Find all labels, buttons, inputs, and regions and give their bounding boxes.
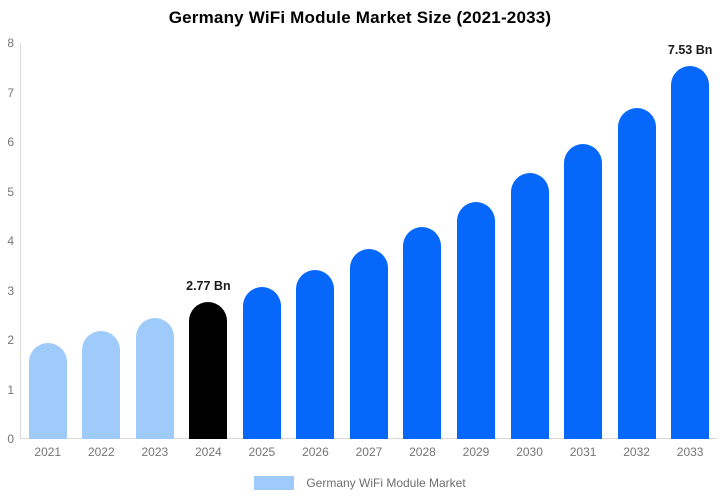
bar-cell-2032: 2032 — [610, 43, 664, 459]
bar-cell-2033: 7.53 Bn 2033 — [663, 43, 717, 459]
x-tick-label-2021: 2021 — [34, 445, 62, 459]
bar-2021 — [28, 343, 67, 439]
y-tick-label: 1 — [7, 382, 14, 397]
bar-2032 — [617, 107, 656, 439]
bar-2023 — [135, 317, 174, 439]
bar-2024 — [189, 301, 228, 439]
bar-2029 — [457, 201, 496, 439]
bar-cell-2024: 2.77 Bn 2024 — [182, 43, 236, 459]
y-tick-label: 3 — [7, 283, 14, 298]
legend: Germany WiFi Module Market — [0, 476, 720, 490]
bar-value-label-2033: 7.53 Bn — [667, 43, 713, 58]
bar-cell-2026: 2026 — [289, 43, 343, 459]
bar-cell-2021: 2021 — [21, 43, 75, 459]
chart-title: Germany WiFi Module Market Size (2021-20… — [168, 8, 552, 27]
x-tick-label-2022: 2022 — [87, 445, 115, 459]
bar-2028 — [403, 226, 442, 439]
y-axis-line — [20, 43, 21, 439]
bars-group: 2021 2022 2023 2.77 Bn 2024 2025 2026 2027 2028 2… — [21, 43, 717, 459]
bar-2033 — [671, 66, 710, 439]
bar-cell-2031: 2031 — [556, 43, 610, 459]
y-tick-label: 8 — [7, 36, 14, 50]
y-tick-label: 2 — [7, 333, 14, 347]
x-tick-label-2028: 2028 — [409, 445, 436, 459]
bar-2026 — [296, 269, 335, 439]
bar-cell-2029: 2029 — [449, 43, 503, 459]
y-tick-label: 4 — [7, 234, 14, 248]
x-tick-label-2033: 2033 — [676, 445, 704, 459]
bar-cell-2027: 2027 — [342, 43, 396, 459]
bar-cell-2030: 2030 — [503, 43, 557, 459]
x-tick-label-2031: 2031 — [569, 445, 597, 459]
y-tick-label: 6 — [7, 135, 14, 149]
x-tick-label-2029: 2029 — [462, 445, 490, 459]
x-tick-label-2024: 2024 — [195, 445, 222, 459]
x-tick-label-2032: 2032 — [623, 445, 650, 459]
bar-cell-2028: 2028 — [396, 43, 450, 459]
bar-2027 — [349, 248, 388, 439]
bar-2030 — [510, 172, 549, 439]
x-tick-label-2026: 2026 — [302, 445, 329, 459]
x-tick-label-2027: 2027 — [355, 445, 383, 459]
bar-cell-2025: 2025 — [235, 43, 289, 459]
legend-swatch — [254, 476, 295, 490]
y-tick-label: 0 — [7, 432, 14, 446]
x-tick-label-2025: 2025 — [248, 445, 276, 459]
x-tick-label-2030: 2030 — [516, 445, 543, 459]
x-tick-label-2023: 2023 — [141, 445, 169, 459]
bar-value-label-2024: 2.77 Bn — [186, 278, 231, 293]
bar-2031 — [564, 143, 603, 439]
y-tick-label: 7 — [7, 85, 14, 100]
legend-label: Germany WiFi Module Market — [306, 476, 466, 490]
bar-cell-2023: 2023 — [128, 43, 182, 459]
bar-2022 — [82, 331, 121, 439]
y-axis: 0 1 2 3 4 5 6 7 8 — [0, 36, 14, 446]
y-tick-label: 5 — [7, 184, 14, 199]
bar-cell-2022: 2022 — [75, 43, 129, 459]
bar-2025 — [242, 287, 281, 439]
